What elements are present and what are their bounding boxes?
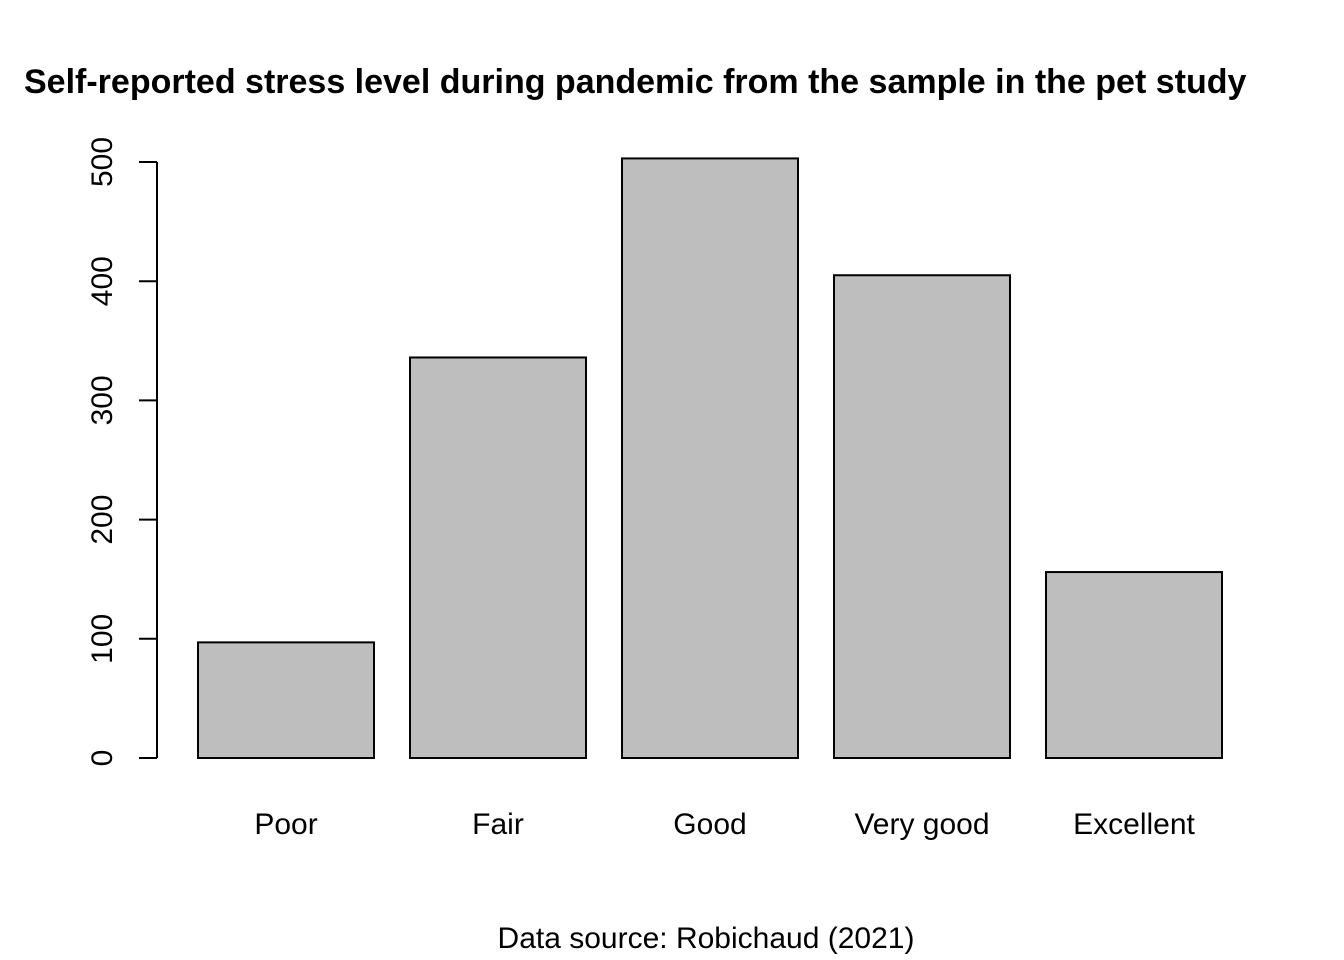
chart-title: Self-reported stress level during pandem… xyxy=(24,63,1246,101)
bar-excellent xyxy=(1045,571,1223,759)
bar-very-good xyxy=(833,274,1011,759)
y-tick-label: 200 xyxy=(86,495,119,545)
x-tick-label: Good xyxy=(673,808,746,841)
bar-good xyxy=(621,157,799,759)
y-tick-label: 400 xyxy=(86,256,119,306)
y-tick-label: 300 xyxy=(86,375,119,425)
bars xyxy=(197,157,1223,759)
y-tick-label: 100 xyxy=(86,614,119,664)
y-tick-label: 0 xyxy=(86,750,119,767)
x-tick-labels: Poor Fair Good Very good Excellent xyxy=(254,808,1195,841)
bar-poor xyxy=(197,641,375,759)
y-tick-label: 500 xyxy=(86,137,119,187)
chart-caption: Data source: Robichaud (2021) xyxy=(498,922,915,955)
bar-fair xyxy=(409,356,587,759)
x-tick-label: Fair xyxy=(472,808,524,841)
x-tick-label: Poor xyxy=(254,808,317,841)
x-tick-label: Excellent xyxy=(1073,808,1195,841)
x-tick-label: Very good xyxy=(854,808,989,841)
y-axis: 0 100 200 300 400 500 xyxy=(86,137,158,767)
